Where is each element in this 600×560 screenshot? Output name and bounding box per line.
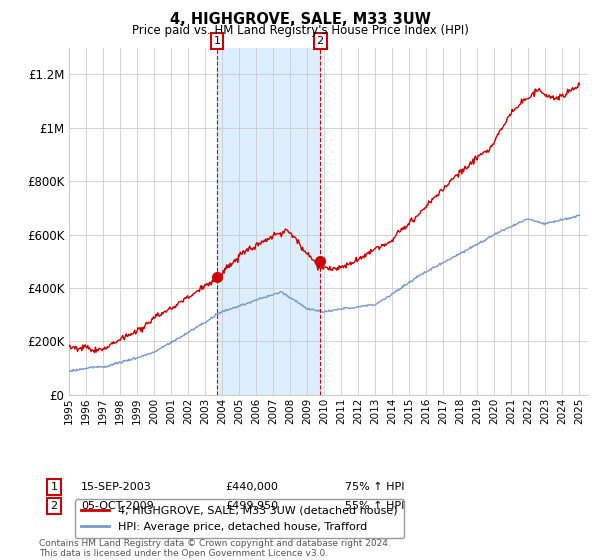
Bar [217,48,320,395]
Text: £440,000: £440,000 [225,482,278,492]
Text: 4, HIGHGROVE, SALE, M33 3UW: 4, HIGHGROVE, SALE, M33 3UW [170,12,430,27]
Text: 55% ↑ HPI: 55% ↑ HPI [345,501,404,511]
Text: 15-SEP-2003: 15-SEP-2003 [81,482,152,492]
Text: £499,950: £499,950 [225,501,278,511]
Text: 2: 2 [50,501,58,511]
Text: 1: 1 [214,36,221,46]
Text: Contains HM Land Registry data © Crown copyright and database right 2024.
This d: Contains HM Land Registry data © Crown c… [39,539,391,558]
Text: 2: 2 [317,36,324,46]
Text: 05-OCT-2009: 05-OCT-2009 [81,501,154,511]
Legend: 4, HIGHGROVE, SALE, M33 3UW (detached house), HPI: Average price, detached house: 4, HIGHGROVE, SALE, M33 3UW (detached ho… [74,500,404,538]
Text: 75% ↑ HPI: 75% ↑ HPI [345,482,404,492]
Text: 1: 1 [50,482,58,492]
Text: Price paid vs. HM Land Registry's House Price Index (HPI): Price paid vs. HM Land Registry's House … [131,24,469,36]
